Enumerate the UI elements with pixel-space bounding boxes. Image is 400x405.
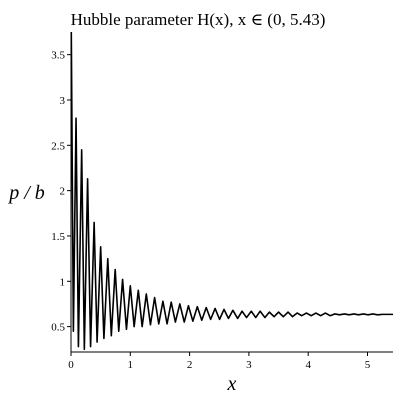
chart-title: Hubble parameter H(x), x ∈ (0, 5.43): [71, 10, 326, 29]
y-tick-label: 1.5: [51, 231, 65, 243]
y-tick-label: 1: [60, 276, 66, 288]
x-tick-label: 0: [68, 359, 74, 371]
x-tick-label: 1: [128, 359, 134, 371]
x-ticks-group: 0 1 2 3 4 5: [68, 352, 371, 371]
x-tick-label: 5: [365, 359, 371, 371]
series-line: [70, 31, 393, 351]
y-axis-label: p / b: [7, 182, 45, 204]
y-tick-label: 3.5: [51, 50, 65, 62]
y-ticks-group: 0.5 1 1.5 2 2.5 3 3.5: [51, 50, 71, 334]
series-group: [70, 31, 393, 351]
y-tick-label: 2.5: [51, 140, 65, 152]
y-tick-label: 2: [60, 186, 66, 198]
x-tick-label: 3: [246, 359, 252, 371]
y-tick-label: 3: [60, 95, 66, 107]
x-tick-label: 2: [187, 359, 193, 371]
x-tick-label: 4: [305, 359, 311, 371]
y-tick-label: 0.5: [51, 322, 65, 334]
x-axis-label: x: [227, 373, 237, 395]
